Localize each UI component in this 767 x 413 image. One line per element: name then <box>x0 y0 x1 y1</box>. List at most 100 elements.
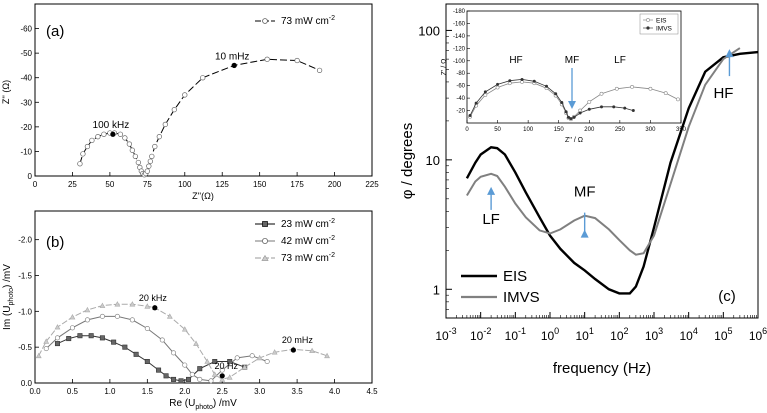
panel-c-label-hf: HF <box>713 85 733 102</box>
inset-imvs-line <box>469 78 634 120</box>
legend-label-eis: EIS <box>503 268 527 285</box>
panel-c-y-tick-label: 10 <box>426 153 440 168</box>
panel-a-10mhz-marker <box>231 62 237 69</box>
panel-a-y-tick-label: -50 <box>20 49 32 58</box>
panel-b-x-tick-label: 2.0 <box>179 387 191 396</box>
panel-a-label: (a) <box>46 23 64 40</box>
panel-c-arrow-head <box>725 49 734 58</box>
panel-b-series-line <box>57 335 245 382</box>
panel-b-point <box>219 367 225 373</box>
panel-c-label-lf: LF <box>482 211 500 228</box>
panel-b-point <box>234 355 240 361</box>
panel-b-x-tick-label: 3.5 <box>292 387 304 396</box>
panel-b-point <box>264 358 270 364</box>
inset-imvs-point <box>623 106 627 110</box>
panel-a-point <box>149 153 155 159</box>
legend-marker-23mw <box>262 221 268 227</box>
inset-eis-point <box>614 86 619 91</box>
panel-a-x-tick-label: 100 <box>178 180 192 189</box>
panel-b-frequency-marker <box>152 305 158 311</box>
inset-y-axis-label: Z' / Ω <box>441 59 448 76</box>
panel-b: 0.0 0.5 1.0 1.5 2.0 2.5 3.0 3.5 4.0 4.5 0.0 -0.5 -1… <box>2 210 378 411</box>
panel-b-point <box>171 376 177 382</box>
legend-marker-73mw <box>261 254 269 261</box>
panel-b-x-tick-label: 1.5 <box>142 387 154 396</box>
panel-a-point <box>80 151 86 157</box>
inset-eis-point <box>587 99 592 104</box>
panel-a-point <box>264 56 270 62</box>
panel-c-y-ticks: 1 10 100 <box>418 23 452 310</box>
inset-eis-point <box>630 85 634 89</box>
panel-c-arrow-head <box>487 186 496 195</box>
inset-imvs-point <box>508 79 512 83</box>
panel-a-y-ticks: 0 -10 -20 -30 -40 -50 -60 <box>20 25 39 181</box>
panel-b-x-tick-label: 2.5 <box>217 387 229 396</box>
panel-c-y-tick-label: 1 <box>433 282 440 297</box>
inset-x-tick-label: 250 <box>615 127 626 133</box>
inset-eis-point <box>599 91 604 96</box>
panel-b-point <box>181 326 188 332</box>
panel-b-label: (b) <box>46 234 64 251</box>
panel-b-x-tick-label: 0.5 <box>67 387 79 396</box>
panel-a-point <box>316 67 323 73</box>
inset-eis-point <box>676 97 680 102</box>
panel-b-point <box>35 352 42 359</box>
panel-a-x-tick-label: 200 <box>328 180 342 189</box>
panel-b-point <box>271 349 278 355</box>
panel-b-point <box>163 373 169 379</box>
panel-a-x-tick-label: 125 <box>216 180 230 189</box>
inset-eis-point <box>663 91 668 96</box>
panel-b-point <box>144 326 150 332</box>
inset-x-ticks: 0 50 100 150 200 250 300 350 <box>465 120 687 133</box>
panel-b-point <box>189 371 195 377</box>
inset-imvs-point <box>600 105 604 109</box>
inset-eis-point <box>648 86 653 91</box>
panel-a-legend-marker <box>262 18 268 24</box>
panel-a-point <box>95 134 101 140</box>
panel-a-100khz-marker <box>110 131 116 137</box>
legend-label-imvs: IMVS <box>503 289 540 306</box>
panel-b-point <box>166 313 173 319</box>
inset-x-tick-label: 150 <box>554 127 565 133</box>
panel-a-x-tick-label: 0 <box>33 180 38 189</box>
panel-c-inset: 0 50 100 150 200 250 300 350 -20 -40 -60 -80 -100 -1… <box>441 9 687 144</box>
panel-c-label: (c) <box>718 288 736 305</box>
panel-a-point <box>152 143 158 150</box>
panel-a-point <box>77 161 83 167</box>
panel-b-point <box>77 333 83 339</box>
panel-b-point <box>186 376 192 382</box>
panel-b-point <box>88 333 94 339</box>
panel-a-y-tick-label: -60 <box>20 25 32 34</box>
panel-b-point <box>99 302 106 308</box>
inset-imvs-point <box>532 79 536 83</box>
inset-imvs-point <box>564 110 568 114</box>
inset-x-tick-label: 0 <box>465 127 469 133</box>
panel-c-arrow-head <box>580 229 589 238</box>
panel-b-legend: 23 mW cm-2 42 mW cm-2 73 mW cm-2 <box>255 218 335 264</box>
inset-eis-point <box>483 93 488 97</box>
panel-b-series <box>35 301 330 384</box>
panel-b-point <box>133 351 139 357</box>
panel-b-point <box>171 350 177 356</box>
panel-a-markers <box>77 56 323 178</box>
panel-c-legend: EIS IMVS <box>461 268 540 306</box>
panel-b-point <box>43 346 49 352</box>
panel-a-point <box>146 163 152 169</box>
panel-a-point <box>144 168 150 174</box>
panel-a-x-tick-label: 75 <box>143 180 152 189</box>
inset-imvs-point <box>612 105 616 109</box>
inset-imvs-point <box>483 90 487 94</box>
panel-c-y-tick-label: 100 <box>418 23 440 38</box>
panel-a-point <box>294 57 300 64</box>
panel-b-point <box>84 317 90 323</box>
panel-a-point <box>171 107 177 113</box>
inset-y-tick-label: -40 <box>456 96 465 102</box>
panel-b-point <box>197 376 203 382</box>
panel-b-point <box>324 352 330 359</box>
inset-y-tick-label: -100 <box>453 59 466 65</box>
panel-c-x-tick-label: 101 <box>575 326 593 343</box>
inset-legend-label-eis: EIS <box>656 18 667 25</box>
inset-imvs-point <box>554 92 558 96</box>
panel-c: 10-3 10-2 10-1 100 101 102 103 104 105 106 1 10 100… <box>399 3 767 377</box>
